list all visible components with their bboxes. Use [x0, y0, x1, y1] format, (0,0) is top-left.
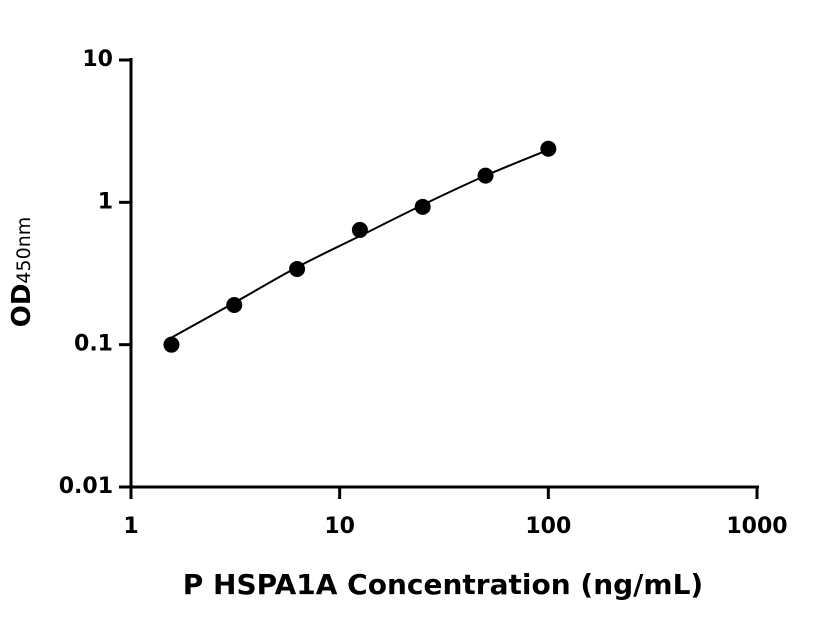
- x-tick-label: 1: [123, 514, 138, 539]
- data-point: [477, 167, 494, 184]
- y-tick-label: 10: [82, 47, 113, 72]
- x-tick-label: 100: [525, 514, 571, 539]
- data-point: [351, 221, 368, 238]
- y-tick-label: 1: [98, 189, 113, 214]
- y-tick-label: 0.01: [59, 474, 113, 499]
- x-tick-label: 10: [324, 514, 355, 539]
- data-point: [414, 198, 431, 215]
- y-label-sub: 450nm: [13, 217, 35, 284]
- data-point: [540, 140, 557, 157]
- y-label-main: OD: [7, 284, 37, 328]
- data-point: [289, 261, 306, 278]
- x-tick-label: 1000: [726, 514, 787, 539]
- y-tick-label: 0.1: [74, 332, 113, 357]
- y-axis-label: OD450nm: [7, 217, 37, 328]
- data-point: [163, 336, 180, 353]
- x-axis-label: P HSPA1A Concentration (ng/mL): [183, 568, 703, 601]
- data-point: [226, 296, 243, 313]
